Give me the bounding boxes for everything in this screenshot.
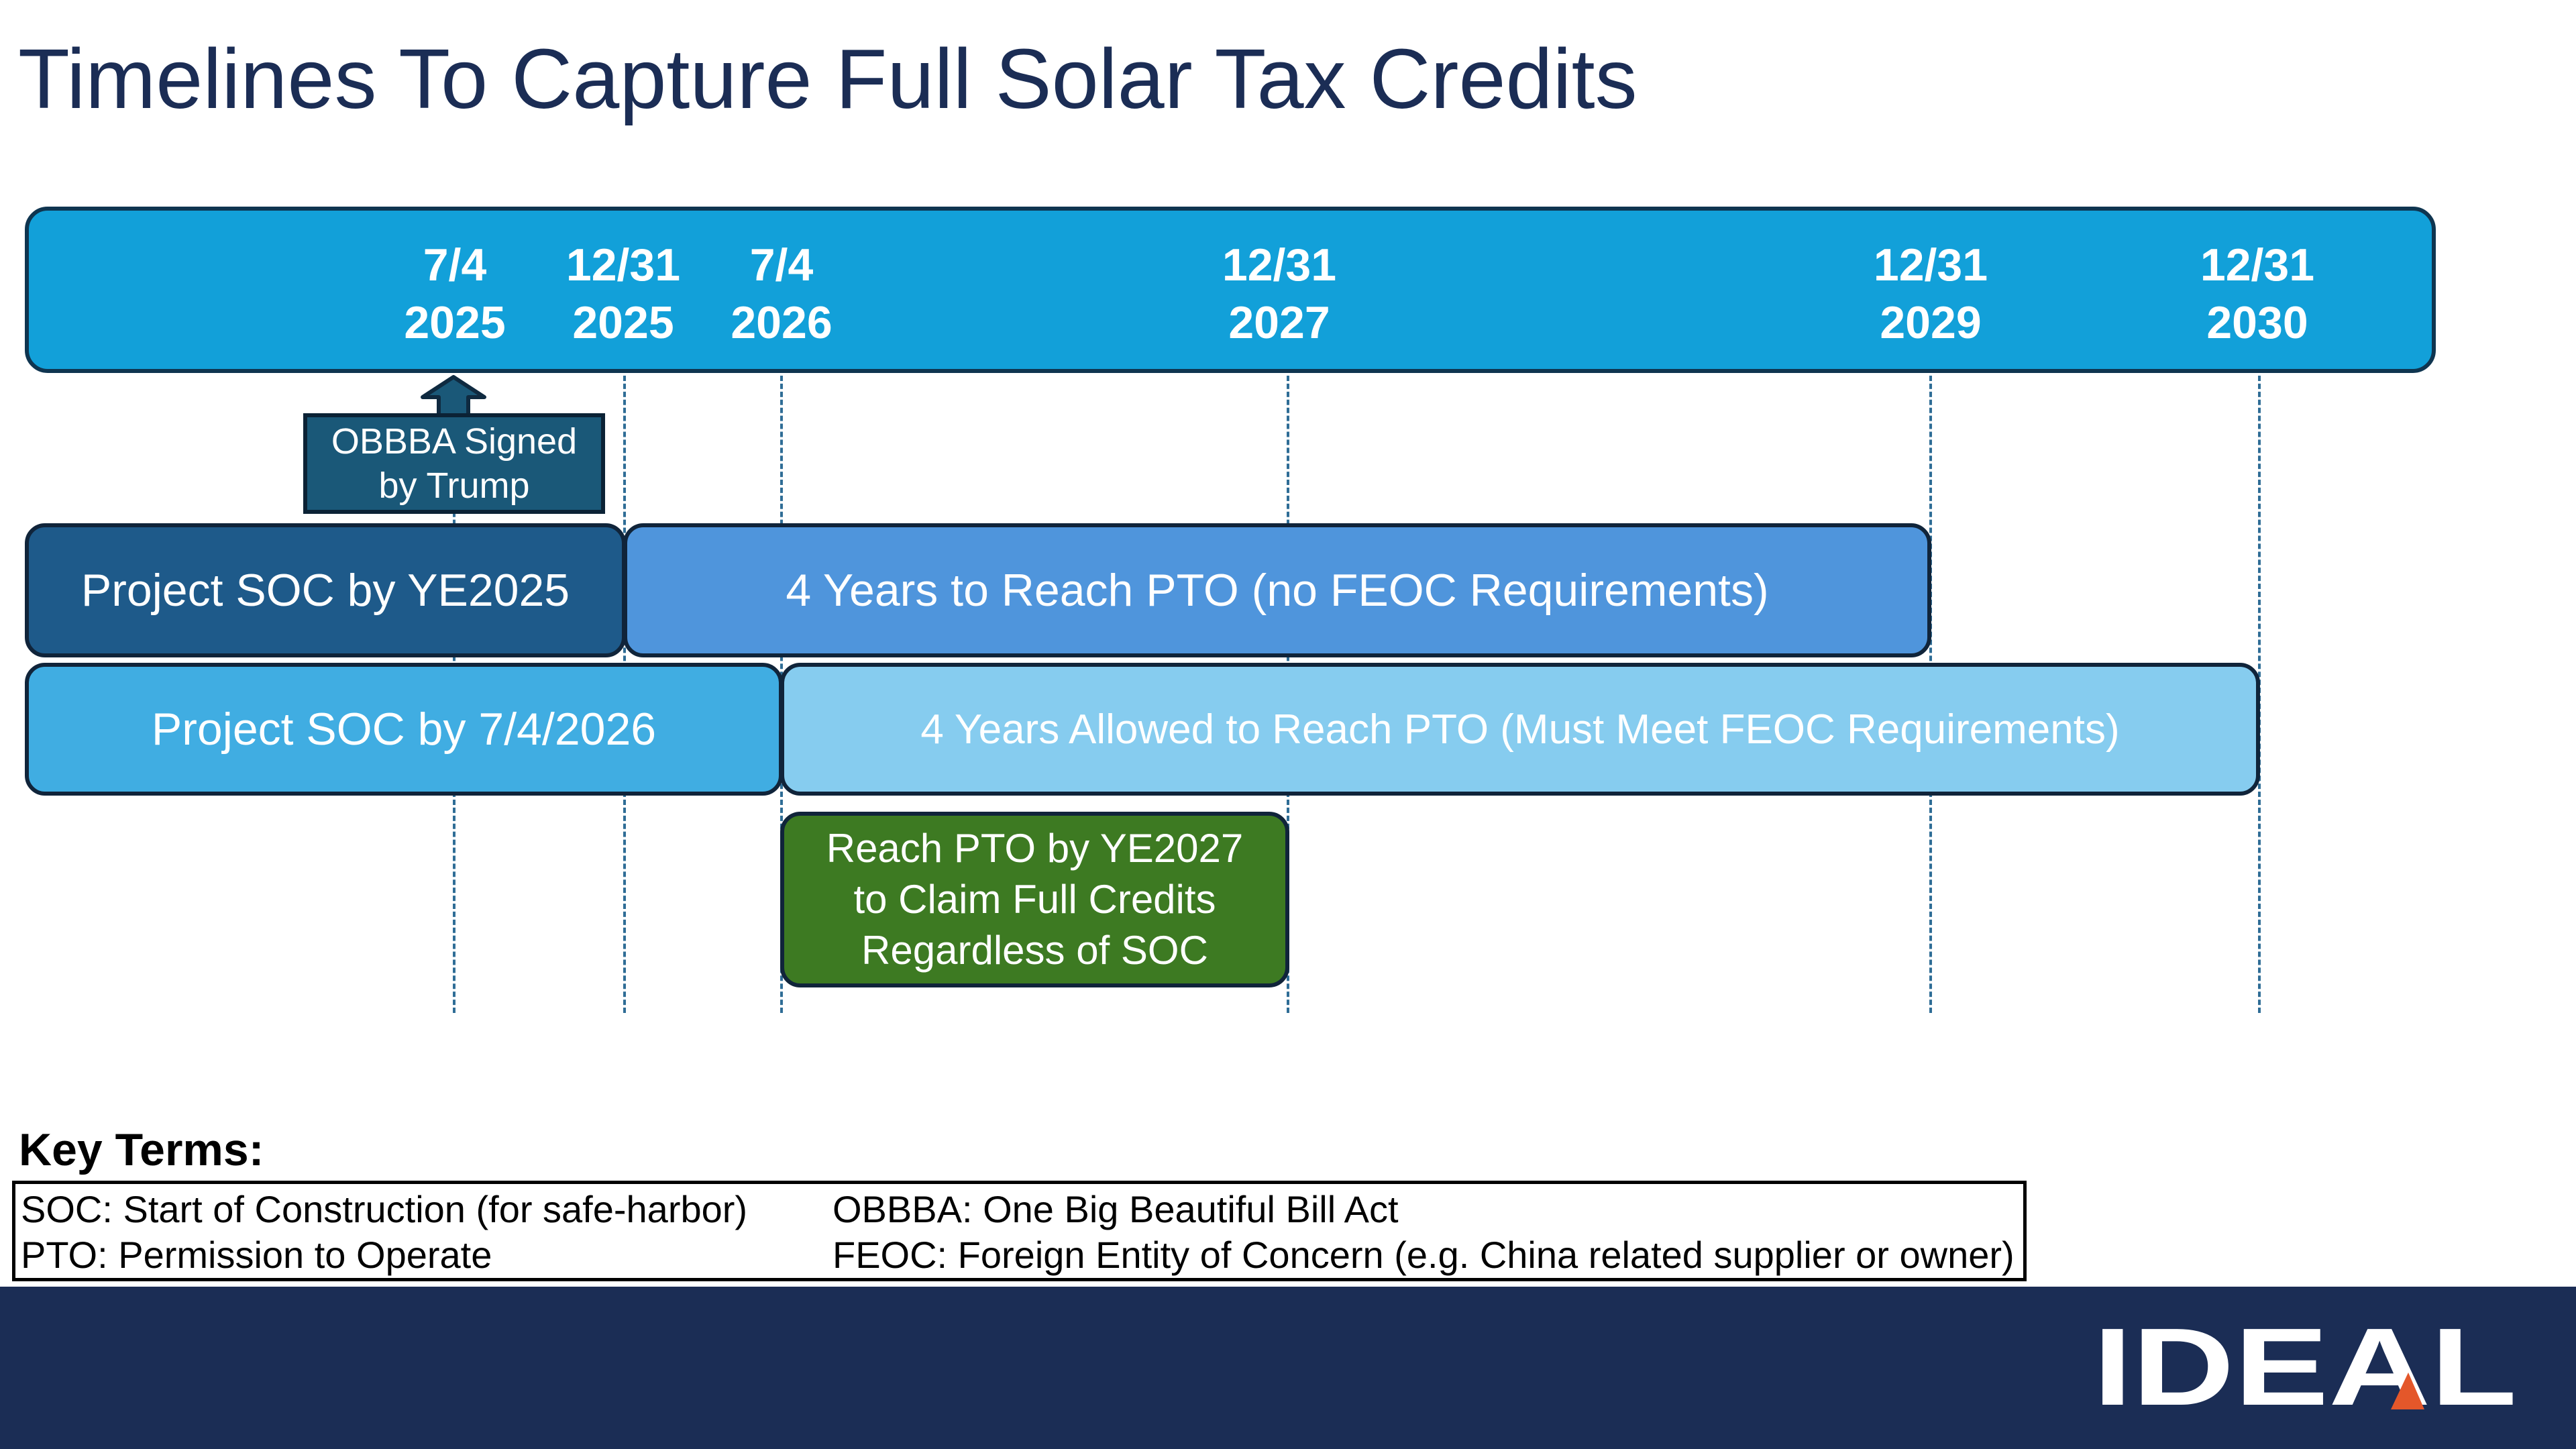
date-label-12-31-2027: 12/31 2027 (1199, 236, 1360, 352)
pto-no-feoc-bar: 4 Years to Reach PTO (no FEOC Requiremen… (623, 523, 1931, 657)
date-label-line2: 2030 (2206, 297, 2308, 348)
logo-text: IDEAL (2093, 1326, 2517, 1417)
callout-line2: by Trump (378, 466, 530, 506)
green-box-line3: Regardless of SOC (861, 928, 1208, 973)
page-title: Timelines To Capture Full Solar Tax Cred… (18, 32, 1638, 126)
date-label-line2: 2025 (404, 297, 506, 348)
date-label-line1: 12/31 (1222, 239, 1337, 290)
bar-label: 4 Years Allowed to Reach PTO (Must Meet … (920, 706, 2120, 753)
date-label-12-31-2029: 12/31 2029 (1850, 236, 2011, 352)
date-label-line1: 12/31 (2200, 239, 2315, 290)
key-term-pto: PTO: Permission to Operate (21, 1234, 492, 1276)
project-soc-7-4-2026-bar: Project SOC by 7/4/2026 (25, 663, 783, 796)
green-box-line1: Reach PTO by YE2027 (826, 826, 1244, 871)
timeline-bar (25, 207, 2436, 373)
bar-label: Project SOC by YE2025 (80, 565, 570, 616)
key-terms-heading: Key Terms: (19, 1124, 264, 1175)
date-label-12-31-2030: 12/31 2030 (2177, 236, 2338, 352)
callout-line1: OBBBA Signed (331, 421, 578, 462)
date-label-line2: 2027 (1228, 297, 1330, 348)
date-label-line2: 2029 (1880, 297, 1982, 348)
green-box-line2: to Claim Full Credits (853, 877, 1216, 922)
key-term-feoc: FEOC: Foreign Entity of Concern (e.g. Ch… (833, 1234, 2015, 1276)
date-label-line1: 12/31 (566, 239, 681, 290)
key-terms-box: SOC: Start of Construction (for safe-har… (12, 1181, 2027, 1281)
obbba-signed-callout: OBBBA Signed by Trump (303, 413, 605, 514)
date-label-7-4-2025: 7/4 2025 (374, 236, 535, 352)
bar-label: 4 Years to Reach PTO (no FEOC Requiremen… (786, 565, 1769, 616)
footer-band (0, 1287, 2576, 1449)
bar-label: Project SOC by 7/4/2026 (151, 704, 657, 755)
date-label-line1: 12/31 (1873, 239, 1988, 290)
reach-pto-ye2027-box: Reach PTO by YE2027 to Claim Full Credit… (780, 812, 1289, 987)
key-term-soc: SOC: Start of Construction (for safe-har… (21, 1188, 748, 1230)
key-term-obbba: OBBBA: One Big Beautiful Bill Act (833, 1188, 1399, 1230)
project-soc-ye2025-bar: Project SOC by YE2025 (25, 523, 626, 657)
date-label-line2: 2026 (731, 297, 833, 348)
ideal-logo: IDEAL (2093, 1326, 2517, 1417)
logo-accent-triangle (2391, 1373, 2424, 1409)
date-label-line1: 7/4 (423, 239, 487, 290)
pto-feoc-bar: 4 Years Allowed to Reach PTO (Must Meet … (780, 663, 2260, 796)
date-label-line2: 2025 (572, 297, 674, 348)
date-label-line1: 7/4 (749, 239, 814, 290)
date-label-12-31-2025: 12/31 2025 (543, 236, 704, 352)
date-label-7-4-2026: 7/4 2026 (701, 236, 862, 352)
